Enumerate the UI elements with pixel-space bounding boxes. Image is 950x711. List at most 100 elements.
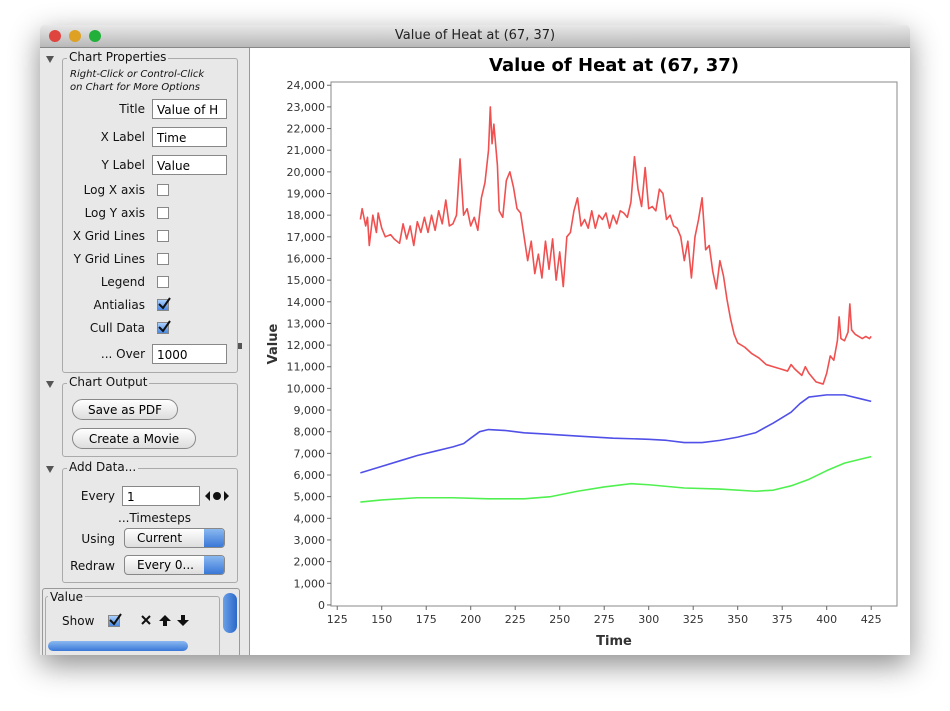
text-field[interactable]: Value of H xyxy=(152,99,227,119)
disclosure-triangle[interactable] xyxy=(46,56,54,63)
close-button[interactable] xyxy=(49,30,61,42)
chart-title: Value of Heat at (67, 37) xyxy=(489,55,739,76)
y-tick-label: 22,000 xyxy=(287,123,326,136)
field-label: Every xyxy=(80,489,115,503)
group-heading: Chart Output xyxy=(67,375,150,389)
popup-button[interactable]: Current xyxy=(124,528,225,548)
checkbox-label: Log Y axis xyxy=(84,206,145,220)
button[interactable]: Save as PDF xyxy=(72,399,178,420)
x-tick-label: 275 xyxy=(594,613,615,626)
zoom-button[interactable] xyxy=(89,30,101,42)
x-tick-label: 175 xyxy=(416,613,437,626)
field-label: Y Label xyxy=(101,158,145,172)
scrollbar[interactable] xyxy=(48,641,188,651)
y-axis-label: Value xyxy=(266,323,281,364)
x-tick-label: 250 xyxy=(549,613,570,626)
group-box xyxy=(62,468,238,583)
checkbox-label: Antialias xyxy=(93,298,145,312)
check-mark xyxy=(109,613,122,626)
y-tick-label: 10,000 xyxy=(287,382,326,395)
disclosure-triangle[interactable] xyxy=(46,466,54,473)
popup-button[interactable]: Every 0... xyxy=(124,555,225,575)
hint: on Chart for More Options xyxy=(70,82,200,93)
disclosure-triangle[interactable] xyxy=(46,381,54,388)
scrollbar[interactable] xyxy=(223,593,237,633)
data-line xyxy=(359,106,872,385)
y-tick-label: 17,000 xyxy=(287,231,326,244)
x-tick-label: 400 xyxy=(816,613,837,626)
checkbox[interactable] xyxy=(108,613,122,627)
y-tick-label: 2,000 xyxy=(294,556,326,569)
check-mark xyxy=(158,297,171,310)
y-tick-label: 1,000 xyxy=(294,577,326,590)
checkbox[interactable] xyxy=(157,253,169,265)
x-tick-label: 325 xyxy=(683,613,704,626)
data-line xyxy=(360,394,872,474)
y-tick-label: 5,000 xyxy=(294,491,326,504)
field-label: ... Over xyxy=(100,347,145,361)
x-tick-label: 350 xyxy=(727,613,748,626)
splitter-handle[interactable] xyxy=(238,343,242,349)
checkbox[interactable] xyxy=(157,207,169,219)
button[interactable]: Create a Movie xyxy=(72,428,196,449)
stepper-icon[interactable] xyxy=(204,489,230,503)
y-tick-label: 15,000 xyxy=(287,274,326,287)
y-tick-label: 4,000 xyxy=(294,512,326,525)
y-tick-label: 14,000 xyxy=(287,296,326,309)
text-field[interactable]: Value xyxy=(152,155,227,175)
checkbox[interactable] xyxy=(157,184,169,196)
field-label: X Label xyxy=(100,130,145,144)
checkbox-label: Cull Data xyxy=(89,321,145,335)
text-field[interactable]: 1000 xyxy=(152,344,227,364)
x-tick-label: 200 xyxy=(460,613,481,626)
group-box xyxy=(62,383,238,457)
checkbox[interactable] xyxy=(157,297,171,311)
row-icons[interactable] xyxy=(140,613,192,629)
title-bar: Value of Heat at (67, 37) xyxy=(40,25,910,48)
checkbox[interactable] xyxy=(157,276,169,288)
x-tick-label: 150 xyxy=(371,613,392,626)
y-tick-label: 19,000 xyxy=(287,188,326,201)
chart: Value of Heat at (67, 37) 0 1,000 2,000 3,00… xyxy=(266,55,898,649)
data-line xyxy=(360,455,872,503)
group-heading: Value xyxy=(48,590,85,604)
text-field[interactable]: Time xyxy=(152,127,227,147)
group-heading: Add Data... xyxy=(67,460,139,474)
checkbox[interactable] xyxy=(157,320,171,334)
x-tick-label: 125 xyxy=(327,613,348,626)
y-tick-label: 23,000 xyxy=(287,101,326,114)
x-tick-label: 375 xyxy=(772,613,793,626)
checkbox-label: Log X axis xyxy=(83,183,145,197)
text-field[interactable]: 1 xyxy=(122,486,200,506)
checkbox[interactable] xyxy=(157,230,169,242)
y-tick-label: 8,000 xyxy=(294,426,326,439)
y-tick-label: 11,000 xyxy=(287,361,326,374)
field-label: Redraw xyxy=(70,559,115,573)
y-tick-label: 12,000 xyxy=(287,339,326,352)
y-tick-label: 20,000 xyxy=(287,166,326,179)
y-tick-label: 13,000 xyxy=(287,317,326,330)
y-tick-label: 9,000 xyxy=(294,404,326,417)
group-box xyxy=(45,596,220,655)
y-tick-label: 21,000 xyxy=(287,144,326,157)
y-tick-label: 3,000 xyxy=(294,534,326,547)
label: ...Timesteps xyxy=(118,511,192,525)
y-tick-label: 0 xyxy=(318,599,325,612)
y-tick-label: 16,000 xyxy=(287,252,326,265)
checkbox-label: Y Grid Lines xyxy=(73,252,145,266)
field-label: Show xyxy=(62,614,95,628)
field-label: Title xyxy=(119,102,145,116)
window-title: Value of Heat at (67, 37) xyxy=(394,28,556,43)
x-tick-label: 425 xyxy=(861,613,882,626)
chart-panel: Value of Heat at (67, 37) 0 1,000 2,000 3,00… xyxy=(249,48,910,655)
check-mark xyxy=(158,320,171,333)
checkbox-label: Legend xyxy=(100,275,145,289)
y-tick-label: 6,000 xyxy=(294,469,326,482)
hint: Right-Click or Control-Click xyxy=(70,69,205,80)
minimize-button[interactable] xyxy=(69,30,81,42)
x-axis-label: Time xyxy=(596,634,632,649)
window: Value of Heat at (67, 37) Chart Properti… xyxy=(40,25,910,655)
field-label: Using xyxy=(81,532,115,546)
panel xyxy=(42,588,240,655)
